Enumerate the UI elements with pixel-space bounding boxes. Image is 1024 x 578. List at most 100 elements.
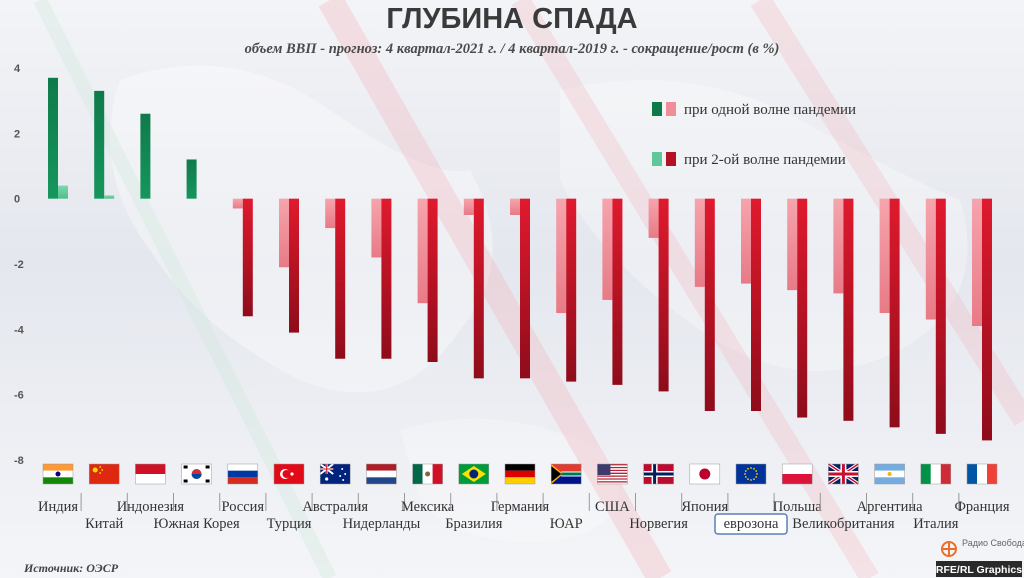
category-label: Франция bbox=[954, 499, 1009, 515]
bar-one-wave bbox=[279, 198, 289, 268]
bar-two-wave bbox=[520, 198, 530, 379]
y-axis: 4 2 0 -2 -4 -6 -8 bbox=[14, 63, 25, 467]
y-tick-label: -2 bbox=[14, 259, 24, 271]
flag-it-icon bbox=[920, 463, 952, 485]
flag-pl-icon bbox=[781, 463, 813, 485]
bar-one-wave bbox=[463, 198, 474, 215]
highlight-box bbox=[714, 513, 788, 535]
bar-one-wave bbox=[232, 198, 243, 209]
category-label: Бразилия bbox=[445, 516, 502, 532]
bar-two-wave bbox=[140, 113, 151, 199]
legend-swatch-one-wave-neg bbox=[666, 102, 676, 116]
flag-de-icon bbox=[504, 463, 536, 485]
bars bbox=[48, 77, 992, 441]
legend-swatch-two-wave-pos bbox=[652, 152, 662, 166]
bar-two-wave bbox=[381, 198, 392, 359]
bar-two-wave bbox=[935, 198, 946, 434]
category-label: еврозона bbox=[724, 516, 779, 532]
credit-box bbox=[936, 561, 1022, 577]
bar-two-wave bbox=[889, 198, 900, 428]
bar-two-wave bbox=[797, 198, 808, 418]
legend-swatch-two-wave-neg bbox=[666, 152, 676, 166]
category-label: Германия bbox=[491, 499, 550, 515]
bar-one-wave bbox=[648, 198, 659, 238]
y-tick-label: 2 bbox=[14, 128, 20, 140]
bar-one-wave bbox=[602, 198, 613, 300]
category-label: Россия bbox=[221, 499, 264, 515]
flag-au-icon bbox=[319, 463, 351, 485]
legend-swatch-one-wave-pos bbox=[652, 102, 662, 116]
category-label: Великобритания bbox=[792, 516, 895, 532]
bar-one-wave bbox=[510, 198, 520, 215]
bar-one-wave bbox=[925, 198, 936, 320]
flag-nl-icon bbox=[366, 463, 397, 485]
bar-one-wave bbox=[694, 198, 705, 287]
bar-two-wave bbox=[473, 198, 484, 379]
y-tick-label: -8 bbox=[14, 455, 24, 467]
bar-one-wave bbox=[787, 198, 798, 291]
bar-two-wave bbox=[612, 198, 623, 385]
category-label: Австралия bbox=[302, 499, 368, 515]
flag-gb-icon bbox=[827, 462, 860, 486]
bar-one-wave bbox=[879, 198, 890, 313]
category-label: США bbox=[595, 499, 630, 515]
bar-one-wave bbox=[58, 185, 68, 199]
category-label: Турция bbox=[267, 516, 312, 532]
bar-two-wave bbox=[335, 198, 346, 359]
chart-subtitle: объем ВВП - прогноз: 4 квартал-2021 г. /… bbox=[245, 41, 780, 57]
y-tick-label: -6 bbox=[14, 390, 24, 402]
category-label: Южная Корея bbox=[154, 516, 240, 532]
flag-mx-icon bbox=[412, 463, 443, 485]
bar-two-wave bbox=[658, 198, 669, 392]
category-label: Норвегия bbox=[629, 516, 688, 532]
flag-cn-icon bbox=[88, 463, 120, 485]
bar-one-wave bbox=[556, 198, 567, 313]
bar-one-wave bbox=[741, 198, 751, 284]
category-label: Индонезия bbox=[117, 499, 185, 515]
flag-id-icon bbox=[135, 463, 166, 485]
bar-one-wave bbox=[371, 198, 382, 258]
bar-two-wave bbox=[704, 198, 715, 411]
bar-one-wave bbox=[833, 198, 844, 294]
bar-two-wave bbox=[843, 198, 854, 421]
y-tick-label: 4 bbox=[14, 63, 21, 75]
bar-one-wave bbox=[417, 198, 428, 304]
legend-label-one-wave: при одной волне пандемии bbox=[684, 102, 856, 118]
flag-no-icon bbox=[643, 463, 674, 485]
flag-tr-icon bbox=[273, 463, 305, 485]
flag-kr-icon bbox=[181, 463, 212, 485]
flag-br-icon bbox=[458, 463, 490, 485]
bar-two-wave bbox=[186, 159, 197, 199]
bar-one-wave bbox=[325, 198, 336, 229]
bar-two-wave bbox=[289, 198, 299, 333]
category-label: ЮАР bbox=[550, 516, 583, 532]
bar-two-wave bbox=[751, 198, 761, 411]
flag-row bbox=[42, 462, 998, 486]
flag-in-icon bbox=[42, 463, 74, 485]
flag-us-icon bbox=[597, 463, 628, 485]
category-label: Мексика bbox=[401, 499, 455, 515]
credit-text: RFE/RL Graphics bbox=[936, 564, 1022, 576]
logo-text: Радио Свобода bbox=[962, 538, 1024, 548]
category-label: Китай bbox=[85, 516, 123, 532]
flag-ar-icon bbox=[874, 463, 905, 485]
bar-two-wave bbox=[242, 198, 253, 317]
flag-fr-icon bbox=[966, 463, 998, 485]
y-tick-label: 0 bbox=[14, 194, 20, 206]
legend-label-two-wave: при 2-ой волне пандемии bbox=[684, 152, 846, 168]
flag-jp-icon bbox=[689, 463, 721, 485]
chart-title: ГЛУБИНА СПАДА bbox=[386, 3, 637, 35]
bar-two-wave bbox=[427, 198, 438, 362]
source-note: Источник: ОЭСР bbox=[23, 561, 119, 575]
category-label: Япония bbox=[681, 499, 728, 515]
y-tick-label: -4 bbox=[14, 324, 25, 336]
bar-one-wave bbox=[972, 198, 982, 327]
category-label: Аргентина bbox=[857, 499, 924, 515]
flag-ru-icon bbox=[227, 463, 259, 485]
category-label: Индия bbox=[38, 499, 78, 515]
bar-two-wave bbox=[94, 90, 105, 199]
flag-eu-icon bbox=[735, 463, 767, 485]
